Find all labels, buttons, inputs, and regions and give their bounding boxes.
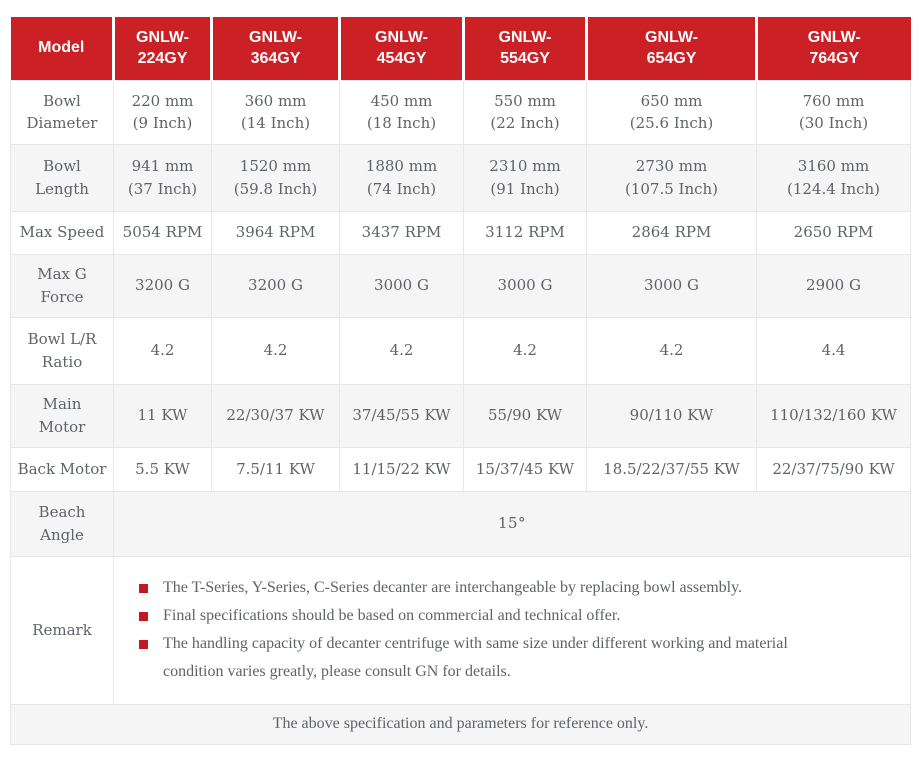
spec-cell: 3437 RPM (339, 210, 464, 255)
spec-cell: 3000 G (586, 253, 757, 318)
spec-cell: 5.5 KW (113, 446, 212, 492)
spec-cell: 4.2 (113, 316, 212, 385)
row-label: Max Speed (10, 210, 114, 255)
row-beach-angle: Beach Angle 15° (10, 490, 911, 557)
spec-cell: 941 mm (37 Inch) (113, 143, 212, 212)
row-bowl-lr-ratio: Bowl L/R Ratio 4.2 4.2 4.2 4.2 4.2 4.4 (10, 316, 911, 385)
row-bowl-length: Bowl Length 941 mm (37 Inch) 1520 mm (59… (10, 143, 911, 212)
row-main-motor: Main Motor 11 KW 22/30/37 KW 37/45/55 KW… (10, 383, 911, 448)
spec-cell: 3964 RPM (211, 210, 340, 255)
spec-cell: 5054 RPM (113, 210, 212, 255)
row-label: Main Motor (10, 383, 114, 448)
spec-cell: 4.2 (586, 316, 757, 385)
spec-cell: 450 mm (18 Inch) (339, 79, 464, 145)
row-label: Max G Force (10, 253, 114, 318)
spec-cell: 18.5/22/37/55 KW (586, 446, 757, 492)
spec-cell: 3000 G (463, 253, 587, 318)
spec-cell: 55/90 KW (463, 383, 587, 448)
row-footer-note: The above specification and parameters f… (10, 703, 911, 745)
remark-content-cell: The T-Series, Y-Series, C-Series decante… (113, 555, 911, 705)
row-max-speed: Max Speed 5054 RPM 3964 RPM 3437 RPM 311… (10, 210, 911, 255)
spec-cell: 7.5/11 KW (211, 446, 340, 492)
model-header-gnlw-654gy: GNLW- 654GY (585, 17, 757, 80)
spec-cell: 760 mm (30 Inch) (756, 79, 911, 145)
row-max-g-force: Max G Force 3200 G 3200 G 3000 G 3000 G … (10, 253, 911, 318)
spec-cell: 11 KW (113, 383, 212, 448)
remark-item: Final specifications should be based on … (139, 602, 845, 630)
spec-cell: 1880 mm (74 Inch) (339, 143, 464, 212)
spec-cell: 3160 mm (124.4 Inch) (756, 143, 911, 212)
spec-cell: 3200 G (113, 253, 212, 318)
header-row: Model GNLW- 224GY GNLW- 364GY GNLW- 454G… (10, 17, 911, 80)
spec-cell: 4.2 (339, 316, 464, 385)
row-label: Remark (10, 555, 114, 705)
spec-cell: 3112 RPM (463, 210, 587, 255)
remark-text: Final specifications should be based on … (163, 607, 621, 624)
decanter-spec-table: Model GNLW- 224GY GNLW- 364GY GNLW- 454G… (10, 17, 911, 745)
spec-cell: 2650 RPM (756, 210, 911, 255)
model-column-header: Model (10, 17, 114, 80)
row-label: Bowl Diameter (10, 79, 114, 145)
spec-cell: 15/37/45 KW (463, 446, 587, 492)
model-header-gnlw-554gy: GNLW- 554GY (462, 17, 587, 80)
remark-item: The handling capacity of decanter centri… (139, 630, 845, 686)
spec-cell: 37/45/55 KW (339, 383, 464, 448)
row-back-motor: Back Motor 5.5 KW 7.5/11 KW 11/15/22 KW … (10, 446, 911, 492)
red-square-bullet-icon (139, 612, 148, 621)
spec-cell: 4.4 (756, 316, 911, 385)
red-square-bullet-icon (139, 584, 148, 593)
spec-cell: 220 mm (9 Inch) (113, 79, 212, 145)
spec-cell: 2900 G (756, 253, 911, 318)
spec-cell: 22/37/75/90 KW (756, 446, 911, 492)
spec-cell: 4.2 (463, 316, 587, 385)
model-header-gnlw-364gy: GNLW- 364GY (210, 17, 340, 80)
spec-cell: 1520 mm (59.8 Inch) (211, 143, 340, 212)
row-label: Bowl Length (10, 143, 114, 212)
row-label: Bowl L/R Ratio (10, 316, 114, 385)
row-label: Back Motor (10, 446, 114, 492)
footer-note: The above specification and parameters f… (10, 703, 911, 745)
remark-list: The T-Series, Y-Series, C-Series decante… (139, 574, 845, 686)
spec-cell: 3200 G (211, 253, 340, 318)
spec-cell: 11/15/22 KW (339, 446, 464, 492)
model-header-gnlw-454gy: GNLW- 454GY (338, 17, 464, 80)
remark-text: The handling capacity of decanter centri… (163, 635, 788, 680)
spec-cell: 360 mm (14 Inch) (211, 79, 340, 145)
spec-cell: 110/132/160 KW (756, 383, 911, 448)
spec-cell: 4.2 (211, 316, 340, 385)
row-remark: Remark The T-Series, Y-Series, C-Series … (10, 555, 911, 705)
red-square-bullet-icon (139, 640, 148, 649)
remark-text: The T-Series, Y-Series, C-Series decante… (163, 579, 743, 596)
spec-cell: 90/110 KW (586, 383, 757, 448)
model-header-gnlw-764gy: GNLW- 764GY (755, 17, 911, 80)
row-label: Beach Angle (10, 490, 114, 557)
spec-cell: 3000 G (339, 253, 464, 318)
spec-cell: 650 mm (25.6 Inch) (586, 79, 757, 145)
model-header-gnlw-224gy: GNLW- 224GY (112, 17, 212, 80)
spec-cell: 2864 RPM (586, 210, 757, 255)
spec-cell: 550 mm (22 Inch) (463, 79, 587, 145)
spec-cell: 2730 mm (107.5 Inch) (586, 143, 757, 212)
beach-angle-value: 15° (113, 490, 911, 557)
spec-cell: 2310 mm (91 Inch) (463, 143, 587, 212)
remark-item: The T-Series, Y-Series, C-Series decante… (139, 574, 845, 602)
spec-cell: 22/30/37 KW (211, 383, 340, 448)
row-bowl-diameter: Bowl Diameter 220 mm (9 Inch) 360 mm (14… (10, 79, 911, 145)
